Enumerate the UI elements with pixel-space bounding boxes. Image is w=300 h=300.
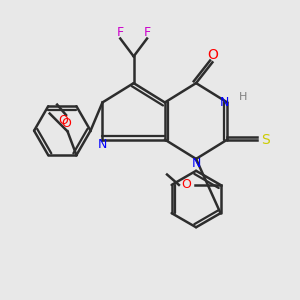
Text: O: O <box>207 48 218 62</box>
Text: H: H <box>238 92 247 102</box>
Text: O: O <box>181 178 191 191</box>
Text: F: F <box>143 26 151 38</box>
Text: N: N <box>98 138 107 151</box>
Text: N: N <box>220 96 230 109</box>
Text: N: N <box>191 157 201 170</box>
Text: S: S <box>262 133 270 147</box>
Text: F: F <box>117 26 124 38</box>
Text: O: O <box>61 117 71 130</box>
Text: O: O <box>58 115 68 128</box>
